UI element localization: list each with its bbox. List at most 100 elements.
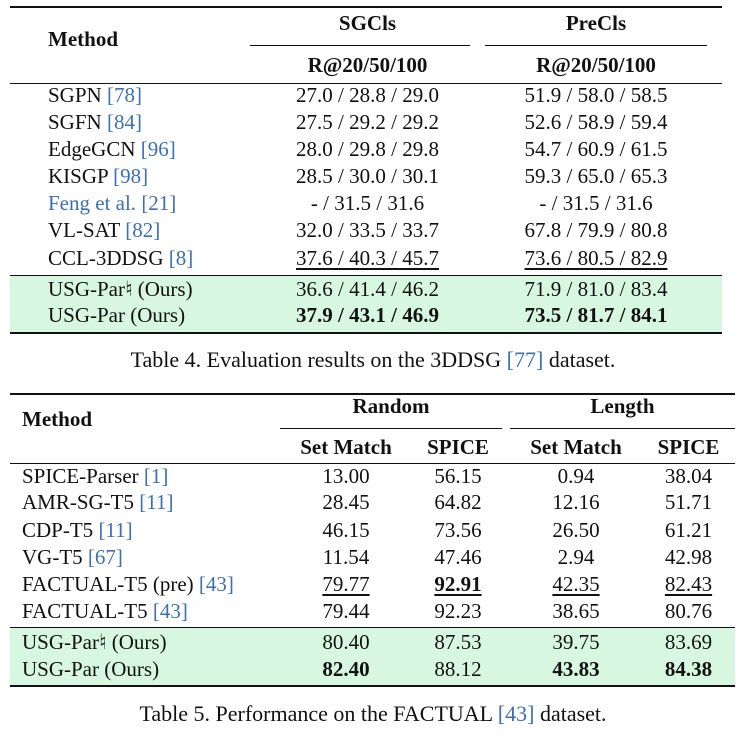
precls-value: 73.6 / 80.5 / 82.9 [485,245,707,272]
table-row: USG-Par (Ours) 82.40 88.12 43.83 84.38 [0,656,746,683]
precls-value: 71.9 / 81.0 / 83.4 [524,277,668,301]
group-rule-sgcls [250,45,470,46]
method-name: SGFN [48,110,107,134]
length-set-match: 43.83 [552,657,600,681]
sgcls-value: 32.0 / 33.5 / 33.7 [296,218,439,242]
random-set-match: 79.44 [322,599,370,623]
random-set-match: 13.00 [322,464,370,488]
citation-link[interactable]: [82] [125,218,161,242]
length-spice: 80.76 [664,599,713,623]
ours-rule [10,275,722,276]
method-name: USG-Par♮ (Ours) [22,630,167,654]
citation-link[interactable]: [43] [152,599,188,623]
citation-link[interactable]: [84] [106,110,142,134]
table-row: CCL-3DDSG [8] 37.6 / 40.3 / 45.7 73.6 / … [0,245,746,272]
spice-header: SPICE [657,435,720,459]
set-match-header: Set Match [530,435,622,459]
table-row: FACTUAL-T5 (pre) [43] 79.77 92.91 42.35 … [0,571,746,598]
precls-value: 59.3 / 65.0 / 65.3 [524,164,668,188]
precls-header: PreCls [565,11,627,35]
random-set-match: 79.77 [280,571,412,598]
group-rule-length [510,428,735,429]
citation-link[interactable]: [11] [98,518,133,542]
table-row: USG-Par♮ (Ours) 36.6 / 41.4 / 46.2 71.9 … [0,276,746,303]
sgcls-value: 36.6 / 41.4 / 46.2 [296,277,439,301]
table-5-caption: Table 5. Performance on the FACTUAL [43]… [139,701,607,726]
length-header: Length [590,394,655,418]
precls-metric-header: R@20/50/100 [536,53,656,77]
method-name-link[interactable]: Feng et al. [48,191,142,215]
ours-highlight [10,628,735,685]
length-set-match: 39.75 [552,630,600,654]
header-rule [10,83,722,84]
table-row: CDP-T5 [11] 46.15 73.56 26.50 61.21 [0,517,746,544]
random-spice: 87.53 [434,630,482,654]
random-spice: 88.12 [434,657,482,681]
table-4-caption: Table 4. Evaluation results on the 3DDSG… [130,347,616,372]
method-name: SGPN [48,83,107,107]
table-row: SPICE-Parser [1] 13.00 56.15 0.94 38.04 [0,463,746,490]
citation-link[interactable]: [67] [87,545,123,569]
method-name: CDP-T5 [22,518,99,542]
table-row: USG-Par (Ours) 37.9 / 43.1 / 46.9 73.5 /… [0,302,746,329]
random-header: Random [352,394,430,418]
spice-header: SPICE [427,435,489,459]
citation-link[interactable]: [8] [168,246,194,270]
random-spice: 64.82 [434,490,482,514]
sgcls-value: 27.0 / 28.8 / 29.0 [296,83,439,107]
underlined-value: 82.43 [664,572,713,596]
random-set-match: 80.40 [322,630,370,654]
sgcls-header: SGCls [338,11,397,35]
length-set-match: 38.65 [552,599,600,623]
table-row: FACTUAL-T5 [43] 79.44 92.23 38.65 80.76 [0,598,746,625]
sgcls-value: 27.5 / 29.2 / 29.2 [296,110,439,134]
citation-link[interactable]: [43] [497,701,535,726]
table-row: EdgeGCN [96] 28.0 / 29.8 / 29.8 54.7 / 6… [0,136,746,163]
length-set-match: 12.16 [552,490,600,514]
method-name: USG-Par♮ (Ours) [48,277,193,301]
length-spice: 38.04 [664,464,713,488]
table-row: VG-T5 [67] 11.54 47.46 2.94 42.98 [0,544,746,571]
bottom-rule [10,685,735,687]
table-row: AMR-SG-T5 [11] 28.45 64.82 12.16 51.71 [0,489,746,516]
citation-link[interactable]: [78] [106,83,142,107]
random-spice: 47.46 [434,545,482,569]
length-set-match: 42.35 [510,571,642,598]
underlined-value: 92.91 [434,572,482,596]
underlined-value: 42.35 [552,572,600,596]
citation-link[interactable]: [43] [198,572,234,596]
method-name: CCL-3DDSG [48,246,169,270]
sgcls-value: - / 31.5 / 31.6 [310,191,425,215]
citation-link[interactable]: [11] [139,490,174,514]
precls-value: 51.9 / 58.0 / 58.5 [524,83,668,107]
citation-link[interactable]: [77] [506,347,544,372]
citation-link[interactable]: [21] [141,191,177,215]
set-match-header: Set Match [300,435,392,459]
ours-rule [10,627,735,628]
method-name: USG-Par (Ours) [22,657,160,681]
citation-link[interactable]: [1] [143,464,169,488]
precls-value: 52.6 / 58.9 / 59.4 [524,110,668,134]
precls-value: - / 31.5 / 31.6 [539,191,653,215]
precls-value: 73.5 / 81.7 / 84.1 [524,303,668,327]
precls-value: 54.7 / 60.9 / 61.5 [524,137,668,161]
citation-link[interactable]: [98] [113,164,149,188]
random-set-match: 28.45 [322,490,370,514]
length-spice: 83.69 [664,630,713,654]
group-rule-random [280,428,502,429]
bottom-rule [10,332,722,334]
length-spice: 84.38 [664,657,713,681]
length-spice: 51.71 [664,490,713,514]
method-name: FACTUAL-T5 (pre) [22,572,199,596]
method-name: VL-SAT [48,218,126,242]
random-spice: 56.15 [434,464,482,488]
ours-highlight [10,276,722,332]
length-spice: 61.21 [664,518,713,542]
citation-link[interactable]: [96] [140,137,176,161]
header-rule [10,463,735,464]
top-rule [10,393,735,395]
method-header: Method [22,407,92,431]
random-spice: 73.56 [434,518,482,542]
sgcls-value: 28.0 / 29.8 / 29.8 [296,137,439,161]
sgcls-metric-header: R@20/50/100 [307,53,428,77]
